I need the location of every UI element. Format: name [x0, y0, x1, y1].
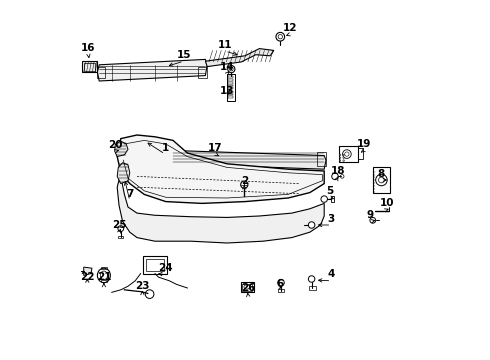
Text: 19: 19 — [357, 139, 371, 149]
Bar — [358, 148, 363, 159]
Polygon shape — [98, 59, 207, 81]
Bar — [228, 91, 233, 93]
Ellipse shape — [145, 290, 154, 298]
Polygon shape — [117, 163, 130, 184]
Bar — [228, 94, 233, 95]
Bar — [228, 85, 233, 86]
Bar — [171, 150, 180, 164]
Text: 25: 25 — [113, 220, 127, 230]
Polygon shape — [117, 135, 324, 203]
Bar — [228, 79, 233, 81]
Ellipse shape — [341, 175, 344, 178]
Text: 14: 14 — [220, 62, 234, 72]
Ellipse shape — [308, 276, 315, 282]
Polygon shape — [84, 267, 92, 275]
Polygon shape — [171, 150, 326, 169]
Text: 4: 4 — [328, 269, 335, 279]
Bar — [198, 67, 207, 78]
Ellipse shape — [229, 67, 233, 71]
Bar — [228, 87, 233, 89]
Polygon shape — [82, 61, 98, 72]
Text: 10: 10 — [380, 198, 394, 208]
Ellipse shape — [100, 271, 107, 280]
Bar — [84, 63, 95, 71]
Bar — [146, 259, 164, 271]
Text: 2: 2 — [241, 176, 248, 186]
Bar — [144, 256, 167, 274]
Ellipse shape — [379, 177, 384, 183]
Ellipse shape — [278, 35, 282, 39]
Bar — [241, 282, 254, 292]
Text: 1: 1 — [162, 143, 169, 153]
Bar — [339, 146, 358, 162]
Text: 8: 8 — [377, 168, 385, 179]
Bar — [309, 286, 316, 290]
Text: 9: 9 — [367, 210, 374, 220]
Ellipse shape — [376, 174, 387, 186]
Text: 16: 16 — [81, 42, 96, 53]
Bar — [101, 280, 107, 282]
Text: 26: 26 — [241, 283, 255, 293]
Bar — [317, 152, 326, 166]
Ellipse shape — [332, 173, 338, 180]
Ellipse shape — [370, 217, 376, 223]
Ellipse shape — [118, 226, 123, 231]
Ellipse shape — [321, 196, 327, 202]
Bar — [101, 267, 107, 269]
Bar — [228, 76, 233, 78]
Ellipse shape — [343, 157, 344, 158]
Bar — [278, 289, 284, 292]
Text: 24: 24 — [158, 263, 172, 273]
Ellipse shape — [228, 66, 235, 73]
Ellipse shape — [343, 160, 344, 161]
Ellipse shape — [98, 268, 110, 283]
Bar — [242, 284, 252, 291]
Polygon shape — [205, 49, 274, 67]
Bar — [228, 96, 233, 98]
Text: 13: 13 — [220, 86, 234, 96]
Text: 6: 6 — [276, 279, 284, 289]
Text: 22: 22 — [80, 272, 95, 282]
Ellipse shape — [308, 222, 315, 228]
Text: 23: 23 — [135, 281, 149, 291]
Ellipse shape — [343, 154, 344, 156]
Bar — [98, 67, 105, 78]
Text: 17: 17 — [208, 143, 223, 153]
Ellipse shape — [276, 32, 285, 41]
Ellipse shape — [241, 181, 248, 188]
Text: 11: 11 — [218, 40, 232, 50]
Ellipse shape — [244, 285, 250, 289]
Text: 3: 3 — [328, 213, 335, 224]
Text: 18: 18 — [331, 166, 345, 176]
Ellipse shape — [339, 160, 341, 161]
Bar — [228, 82, 233, 84]
Ellipse shape — [343, 150, 351, 158]
Ellipse shape — [339, 157, 341, 158]
Bar — [227, 74, 235, 101]
Text: 12: 12 — [283, 23, 297, 33]
Text: 21: 21 — [97, 272, 111, 282]
Text: 7: 7 — [126, 189, 133, 199]
Polygon shape — [115, 141, 128, 157]
Text: 15: 15 — [176, 50, 191, 60]
Ellipse shape — [339, 154, 341, 156]
Text: 20: 20 — [108, 140, 122, 150]
Ellipse shape — [278, 279, 284, 286]
Text: 5: 5 — [326, 186, 333, 196]
Polygon shape — [117, 173, 324, 243]
Ellipse shape — [345, 152, 349, 156]
Bar — [373, 167, 390, 193]
